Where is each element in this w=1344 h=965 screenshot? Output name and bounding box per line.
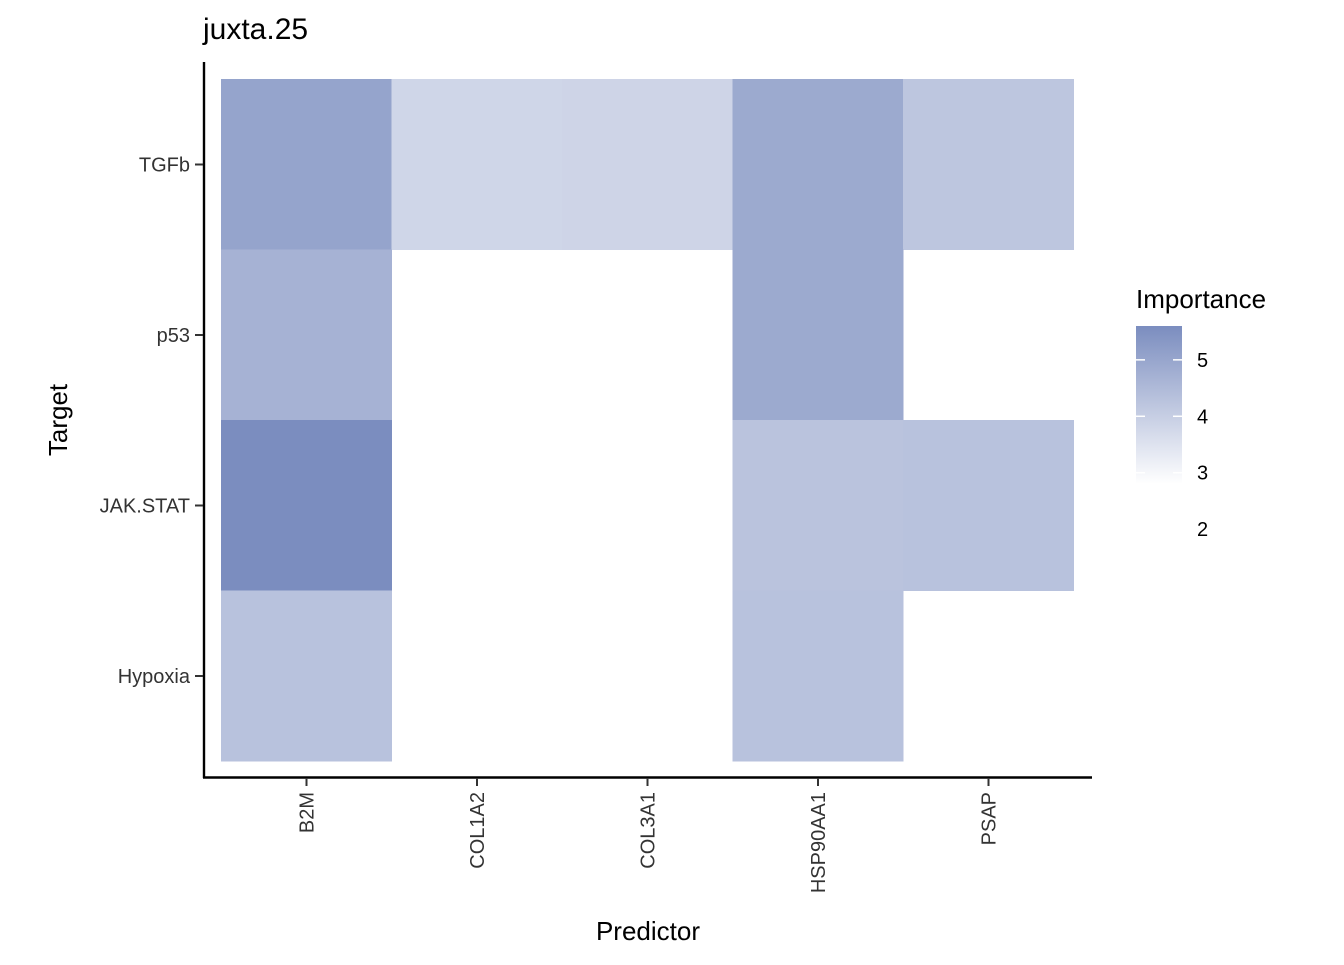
heatmap-cell-psap-tgfb	[903, 79, 1074, 250]
legend: Importance 5 4 3 2	[1136, 284, 1266, 541]
legend-tick-label: 5	[1197, 350, 1208, 372]
heatmap-cells	[221, 79, 1074, 762]
heatmap-cell-b2m-hypoxia	[221, 590, 392, 762]
heatmap-cell-col3a1-tgfb	[562, 79, 733, 250]
heatmap-cell-hsp90aa1-jak-stat	[732, 420, 904, 591]
axis-ticks: B2M COL1A2 COL3A1 HSP90AA1 PSAP Hypoxia JAK.ST…	[100, 155, 1001, 894]
legend-title: Importance	[1136, 284, 1266, 314]
heatmap-cell-b2m-jak-stat	[221, 420, 392, 591]
y-axis-title: Target	[43, 383, 73, 456]
x-tick-label: COL1A2	[467, 792, 489, 869]
y-tick-label: TGFb	[139, 155, 190, 177]
y-tick-label: JAK.STAT	[100, 496, 190, 518]
heatmap-cell-b2m-tgfb	[221, 79, 392, 250]
chart-title: juxta.25	[202, 13, 308, 46]
heatmap-cell-hsp90aa1-hypoxia	[732, 590, 904, 762]
x-tick-label: PSAP	[979, 792, 1001, 845]
x-axis-title: Predictor	[596, 916, 700, 946]
x-tick-label: B2M	[297, 792, 319, 833]
y-tick-label: p53	[157, 325, 190, 347]
heatmap-cell-hsp90aa1-tgfb	[732, 79, 904, 250]
legend-tick-label: 3	[1197, 463, 1208, 485]
heatmap-cell-b2m-p53	[221, 249, 392, 421]
x-tick-label: COL3A1	[638, 792, 660, 869]
heatmap-cell-col1a2-tgfb	[391, 79, 563, 250]
legend-colorbar	[1136, 326, 1182, 484]
legend-tick-label: 2	[1197, 519, 1208, 541]
heatmap-cell-hsp90aa1-p53	[732, 249, 904, 421]
x-tick-label: HSP90AA1	[808, 792, 830, 893]
legend-tick-label: 4	[1197, 406, 1208, 428]
legend-ticks: 5 4 3 2	[1136, 350, 1208, 541]
heatmap-cell-psap-jak-stat	[903, 420, 1074, 591]
y-tick-label: Hypoxia	[118, 666, 191, 688]
